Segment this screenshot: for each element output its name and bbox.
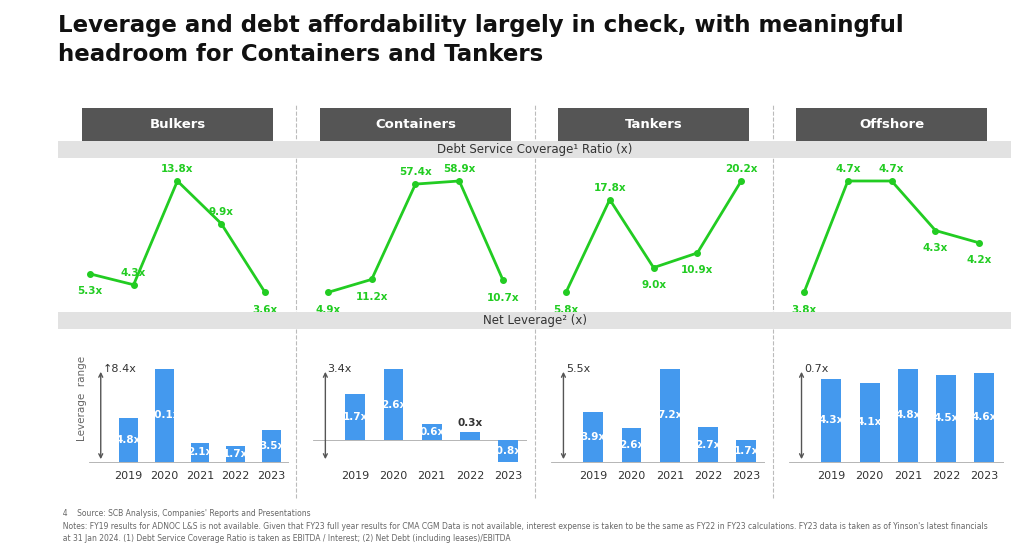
Text: 4.8x: 4.8x: [116, 435, 141, 445]
Text: 4.3x: 4.3x: [121, 268, 146, 278]
Text: 4.7x: 4.7x: [836, 164, 860, 174]
Text: 0.6x: 0.6x: [419, 427, 444, 437]
Text: 5.5x: 5.5x: [565, 364, 590, 374]
Text: 4.2x: 4.2x: [967, 255, 992, 265]
Bar: [584, 411, 603, 462]
Text: 7.2x: 7.2x: [657, 410, 682, 420]
Text: 3.5x: 3.5x: [259, 441, 284, 451]
Text: 11.2x: 11.2x: [355, 292, 388, 302]
Text: 4.3x: 4.3x: [923, 243, 948, 253]
Text: 5.3x: 5.3x: [77, 286, 102, 296]
Bar: [155, 369, 174, 462]
Text: ↑8.4x: ↑8.4x: [102, 364, 137, 374]
Text: 3.6x: 3.6x: [252, 305, 278, 315]
Bar: [499, 440, 518, 462]
Text: Debt Service Coverage¹ Ratio (x): Debt Service Coverage¹ Ratio (x): [437, 143, 632, 156]
Text: Bulkers: Bulkers: [150, 118, 206, 131]
Bar: [262, 430, 281, 462]
Text: 4.6x: 4.6x: [972, 413, 997, 422]
Text: 4.7x: 4.7x: [879, 164, 904, 174]
Text: Tankers: Tankers: [625, 118, 682, 131]
Text: 10.9x: 10.9x: [681, 265, 714, 275]
Text: 2.7x: 2.7x: [695, 440, 721, 450]
Text: (0.8x): (0.8x): [490, 446, 525, 456]
Text: Offshore: Offshore: [859, 118, 925, 131]
Text: 1.7x: 1.7x: [342, 412, 368, 422]
Text: 57.4x: 57.4x: [399, 167, 432, 177]
Bar: [120, 418, 138, 462]
Text: 2.6x: 2.6x: [381, 400, 407, 410]
Bar: [821, 379, 842, 462]
Text: 58.9x: 58.9x: [443, 164, 475, 174]
Text: 4.5x: 4.5x: [934, 414, 958, 424]
Text: 4    Source: SCB Analysis, Companies' Reports and Presentations
  Notes: FY19 re: 4 Source: SCB Analysis, Companies' Repor…: [58, 509, 988, 543]
Bar: [898, 369, 918, 462]
Text: 3.8x: 3.8x: [792, 305, 817, 315]
Text: 4.9x: 4.9x: [315, 305, 341, 315]
Bar: [936, 375, 956, 462]
Bar: [226, 446, 245, 462]
Bar: [975, 373, 994, 462]
Text: 0.3x: 0.3x: [458, 418, 482, 428]
Text: 2.1x: 2.1x: [187, 447, 213, 457]
Text: Containers: Containers: [375, 118, 456, 131]
Bar: [422, 424, 441, 440]
Text: Leverage and debt affordability largely in check, with meaningful
headroom for C: Leverage and debt affordability largely …: [58, 14, 904, 66]
Text: 3.9x: 3.9x: [581, 432, 606, 442]
Text: 4.3x: 4.3x: [818, 415, 844, 425]
Bar: [736, 440, 757, 462]
Bar: [384, 369, 403, 440]
Bar: [190, 442, 209, 462]
Bar: [345, 394, 366, 440]
Text: 20.2x: 20.2x: [725, 164, 758, 174]
Text: 13.8x: 13.8x: [161, 164, 194, 174]
Bar: [659, 369, 680, 462]
Text: 1.7x: 1.7x: [733, 446, 759, 456]
Text: 9.9x: 9.9x: [209, 207, 233, 217]
Text: 3.4x: 3.4x: [328, 364, 352, 374]
Text: 4.8x: 4.8x: [895, 410, 921, 420]
Text: 4.1x: 4.1x: [857, 418, 883, 427]
Text: 17.8x: 17.8x: [594, 182, 626, 192]
Bar: [698, 427, 718, 462]
Bar: [860, 383, 880, 462]
Text: 10.1x: 10.1x: [148, 410, 180, 420]
Text: 10.7x: 10.7x: [486, 293, 519, 303]
Text: 0.7x: 0.7x: [804, 364, 828, 374]
Text: Net Leverage² (x): Net Leverage² (x): [482, 314, 587, 327]
Y-axis label: Leverage  range: Leverage range: [77, 356, 87, 441]
Bar: [622, 429, 641, 462]
Text: 2.6x: 2.6x: [618, 440, 644, 450]
Text: 1.7x: 1.7x: [223, 449, 249, 459]
Text: 9.0x: 9.0x: [641, 280, 667, 290]
Bar: [460, 432, 480, 440]
Text: 5.8x: 5.8x: [553, 305, 579, 315]
